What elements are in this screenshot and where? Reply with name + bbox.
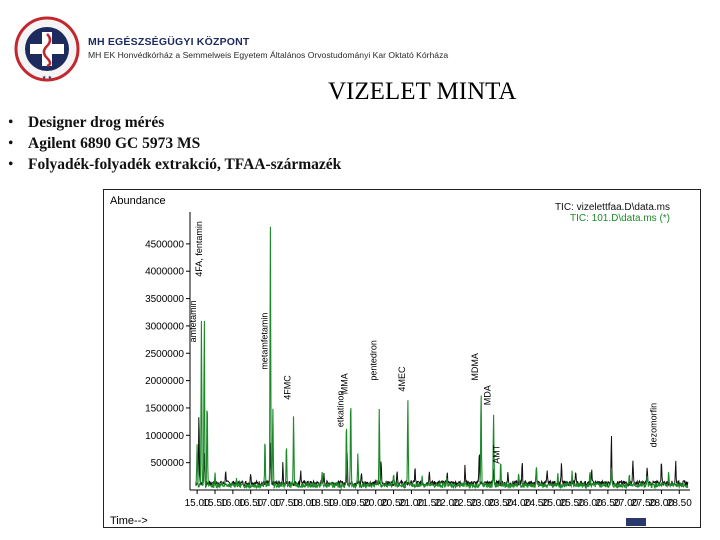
peak-label: pentedron	[368, 340, 378, 381]
peak-label: dezomorfin	[649, 403, 659, 448]
bullet-list: • Designer drog mérés • Agilent 6890 GC 59…	[8, 112, 341, 175]
peak-label: 4FA, fentamin	[194, 221, 204, 277]
x-tick-label: 18.00	[292, 498, 317, 509]
organization-logo: ★ ★	[14, 16, 80, 82]
x-tick-label: 28.50	[667, 498, 692, 509]
tic2-trace	[194, 226, 689, 490]
tic1-trace	[195, 417, 689, 488]
y-tick-label: 3500000	[145, 294, 184, 305]
x-axis-label: Time-->	[110, 515, 148, 527]
x-tick-label: 24.50	[524, 498, 549, 509]
legend-entry-tic2: TIC: 101.D\data.ms (*)	[570, 213, 670, 224]
peak-label: AMT	[492, 444, 502, 464]
x-tick-label: 19.00	[327, 498, 352, 509]
bullet-item: • Folyadék-folyadék extrakció, TFAA-szárm…	[8, 156, 342, 173]
y-tick-label: 3000000	[145, 321, 184, 332]
x-tick-label: 20.00	[363, 498, 388, 509]
y-tick-label: 1500000	[145, 403, 184, 414]
x-tick-label: 22.00	[435, 498, 460, 509]
x-tick-label: 27.00	[613, 498, 638, 509]
peak-label: MMA	[340, 373, 350, 394]
svg-text:★ ★: ★ ★	[42, 75, 53, 81]
x-tick-label: 25.00	[542, 498, 567, 509]
x-tick-label: 18.50	[310, 498, 335, 509]
peak-label: metamfetamin	[259, 313, 269, 370]
chromatogram-svg: Abundance Time--> 500000 1000000 1500000 2000…	[110, 195, 692, 527]
y-tick-label: 1000000	[145, 431, 184, 442]
x-tick-label: 21.50	[417, 498, 442, 509]
x-tick-label: 23.50	[488, 498, 513, 509]
x-tick-label: 26.00	[577, 498, 602, 509]
bullet-item: • Designer drog mérés	[8, 114, 165, 131]
x-tick-label: 20.50	[381, 498, 406, 509]
y-tick-label: 2000000	[145, 376, 184, 387]
chromatogram-chart: Abundance Time--> 500000 1000000 1500000 2000…	[103, 189, 701, 528]
x-tick-label: 19.50	[345, 498, 370, 509]
x-tick-label: 15.00	[185, 498, 210, 509]
peak-label: etkatinon	[335, 391, 345, 428]
y-tick-label: 2500000	[145, 349, 184, 360]
peak-label: 4MEC	[397, 366, 407, 392]
x-tick-label: 26.50	[595, 498, 620, 509]
bullet-item: • Agilent 6890 GC 5973 MS	[8, 135, 201, 152]
x-tick-label: 25.50	[560, 498, 585, 509]
organization-subtitle: MH EK Honvédkórház a Semmelweis Egyetem …	[88, 50, 449, 60]
peak-label: MDA	[483, 385, 493, 405]
organization-name: MH EGÉSZSÉGÜGYI KÖZPONT	[88, 36, 250, 48]
x-tick-label: 15.50	[202, 498, 227, 509]
y-tick-label: 4000000	[145, 267, 184, 278]
peak-label: amfetamin	[188, 300, 198, 342]
x-tick-label: 22.50	[452, 498, 477, 509]
y-axis-label: Abundance	[110, 195, 166, 207]
legend-entry-tic1: TIC: vizelettfaa.D\data.ms	[555, 202, 670, 213]
x-tick-label: 27.50	[631, 498, 656, 509]
x-tick-label: 16.00	[220, 498, 245, 509]
x-tick-label: 28.00	[649, 498, 674, 509]
x-tick-label: 16.50	[238, 498, 263, 509]
slide-title: VIZELET MINTA	[328, 78, 517, 105]
x-tick-label: 21.00	[399, 498, 424, 509]
y-tick-label: 4500000	[145, 239, 184, 250]
peak-label: 4FMC	[283, 375, 293, 400]
peak-label: MDMA	[470, 353, 480, 381]
x-tick-label: 24.00	[506, 498, 531, 509]
y-tick-label: 500000	[151, 458, 185, 469]
x-tick-label: 17.00	[256, 498, 281, 509]
slide-corner-mark	[626, 518, 646, 526]
x-tick-label: 17.50	[274, 498, 299, 509]
x-tick-label: 23.00	[470, 498, 495, 509]
